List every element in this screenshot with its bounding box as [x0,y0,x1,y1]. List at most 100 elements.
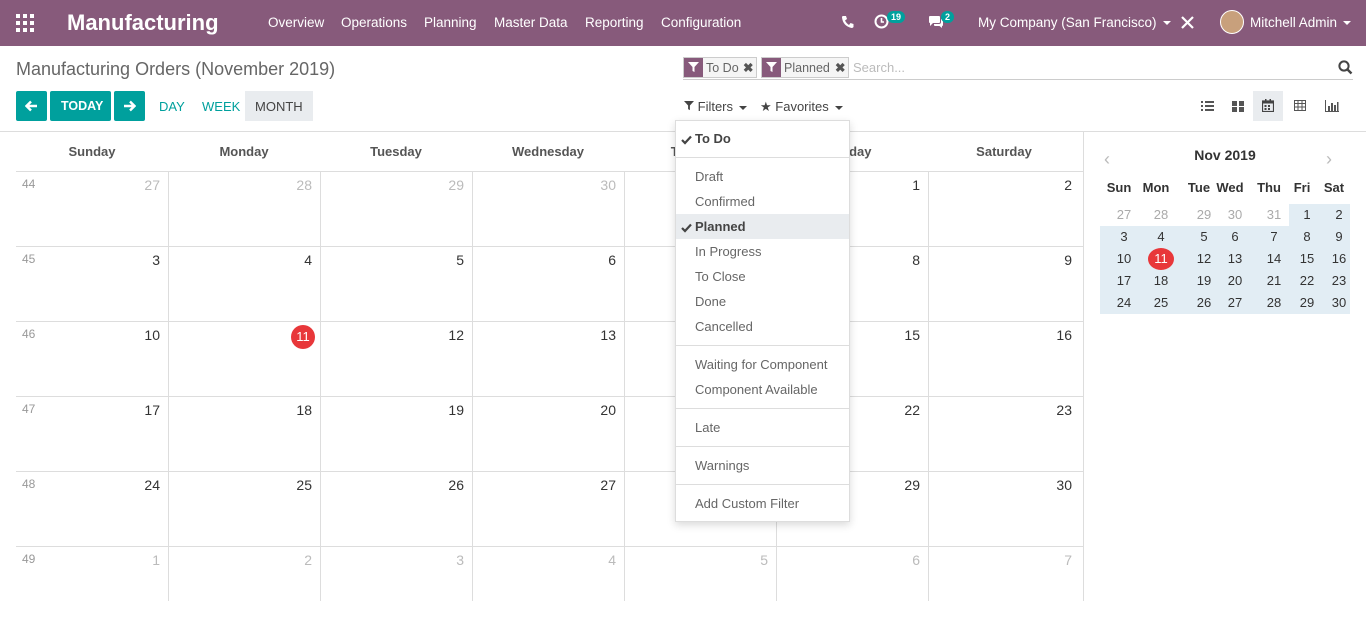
favorites-label: Favorites [775,99,829,114]
scale-day-button[interactable]: DAY [159,99,185,114]
mini-weekday: Tue [1187,180,1211,195]
day-number: 7 [1064,552,1072,568]
filter-icon [684,101,694,111]
mini-day[interactable]: 26 [1196,295,1212,310]
mini-day[interactable]: 2 [1335,207,1343,222]
user-menu[interactable]: Mitchell Admin [1250,15,1352,30]
kanban-view-button[interactable] [1223,91,1253,121]
mini-day[interactable]: 18 [1153,273,1169,288]
phone-icon[interactable] [841,15,854,29]
next-button[interactable] [114,91,145,121]
list-view-button[interactable] [1193,91,1223,121]
day-number: 30 [600,177,616,193]
menu-reporting[interactable]: Reporting [585,15,644,30]
mini-day[interactable]: 15 [1299,251,1315,266]
previous-button[interactable] [16,91,47,121]
mini-day[interactable]: 8 [1303,229,1311,244]
mini-day[interactable]: 31 [1266,207,1282,222]
remove-facet-icon[interactable]: ✖ [743,61,754,75]
filter-option-to-close[interactable]: To Close [676,264,849,289]
filter-option-in-progress[interactable]: In Progress [676,239,849,264]
day-number: 19 [448,402,464,418]
favorites-toggle[interactable]: ★ Favorites [760,99,843,115]
mini-day[interactable]: 30 [1227,207,1243,222]
filter-icon [684,58,703,77]
mini-day[interactable]: 23 [1331,273,1347,288]
row-divider [16,396,1084,397]
mini-day[interactable]: 24 [1116,295,1132,310]
search-facet-planned[interactable]: Planned ✖ [761,57,849,78]
mini-day[interactable]: 29 [1196,207,1212,222]
scale-month-button[interactable]: MONTH [245,91,313,121]
mini-day[interactable]: 21 [1266,273,1282,288]
pivot-view-button[interactable] [1285,91,1315,121]
mini-day[interactable]: 13 [1227,251,1243,266]
debug-tools-icon[interactable] [1180,15,1195,30]
menu-planning[interactable]: Planning [424,15,477,30]
filters-toggle[interactable]: Filters [684,99,748,114]
graph-view-button[interactable] [1317,91,1347,121]
mini-day[interactable]: 20 [1227,273,1243,288]
messages-icon[interactable] [928,15,944,29]
menu-overview[interactable]: Overview [268,15,325,30]
filter-option-draft[interactable]: Draft [676,164,849,189]
filter-option-done[interactable]: Done [676,289,849,314]
mini-day[interactable]: 19 [1196,273,1212,288]
mini-day[interactable]: 4 [1157,229,1165,244]
bar-chart-icon [1325,100,1339,112]
mini-day[interactable]: 1 [1303,207,1311,222]
apps-menu-icon[interactable] [16,14,34,32]
scale-week-button[interactable]: WEEK [202,99,241,114]
mini-day[interactable]: 29 [1299,295,1315,310]
mini-day[interactable]: 3 [1120,229,1128,244]
company-switcher[interactable]: My Company (San Francisco) [978,15,1171,30]
mini-day[interactable]: 25 [1153,295,1169,310]
menu-operations[interactable]: Operations [341,15,408,30]
menu-configuration[interactable]: Configuration [661,15,742,30]
mini-day[interactable]: 17 [1116,273,1132,288]
filter-option-late[interactable]: Late [676,415,849,440]
calendar-view-button[interactable] [1253,91,1283,121]
filter-option-label: Add Custom Filter [695,496,800,511]
mini-day[interactable]: 9 [1335,229,1343,244]
mini-day[interactable]: 22 [1299,273,1315,288]
filter-option-cancelled[interactable]: Cancelled [676,314,849,339]
filter-icon [762,58,781,77]
mini-today-badge[interactable]: 11 [1148,248,1174,270]
filter-option-component-available[interactable]: Component Available [676,377,849,402]
mini-day[interactable]: 16 [1331,251,1347,266]
mini-day[interactable]: 30 [1331,295,1347,310]
remove-facet-icon[interactable]: ✖ [835,61,846,75]
mini-day[interactable]: 12 [1196,251,1212,266]
day-number: 12 [448,327,464,343]
activity-clock-icon[interactable] [874,14,889,29]
filter-option-waiting-for-component[interactable]: Waiting for Component [676,352,849,377]
mini-day[interactable]: 6 [1231,229,1239,244]
filter-option-planned[interactable]: Planned [676,214,849,239]
mini-day[interactable]: 7 [1270,229,1278,244]
filter-option-label: Component Available [695,382,818,397]
filter-option-add-custom-filter[interactable]: Add Custom Filter [676,491,849,516]
mini-day[interactable]: 28 [1266,295,1282,310]
search-facet-todo[interactable]: To Do ✖ [683,57,757,78]
mini-day[interactable]: 27 [1116,207,1132,222]
mini-day[interactable]: 27 [1227,295,1243,310]
mini-day[interactable]: 28 [1153,207,1169,222]
mini-day[interactable]: 5 [1200,229,1208,244]
filter-option-confirmed[interactable]: Confirmed [676,189,849,214]
mini-prev-month-icon[interactable]: ‹ [1104,149,1110,169]
search-bar[interactable]: To Do ✖ Planned ✖ Search... [683,56,1353,80]
day-number: 8 [912,252,920,268]
filter-option-warnings[interactable]: Warnings [676,453,849,478]
filter-option-to-do[interactable]: To Do [676,126,849,151]
mini-next-month-icon[interactable]: › [1326,149,1332,169]
avatar[interactable] [1220,10,1244,34]
menu-master-data[interactable]: Master Data [494,15,568,30]
today-button[interactable]: TODAY [50,91,111,121]
mini-day[interactable]: 14 [1266,251,1282,266]
search-icon[interactable] [1338,60,1353,75]
search-input[interactable]: Search... [853,60,906,75]
mini-day[interactable]: 10 [1116,251,1132,266]
weekday-header: Saturday [976,144,1032,159]
app-brand[interactable]: Manufacturing [67,10,219,35]
